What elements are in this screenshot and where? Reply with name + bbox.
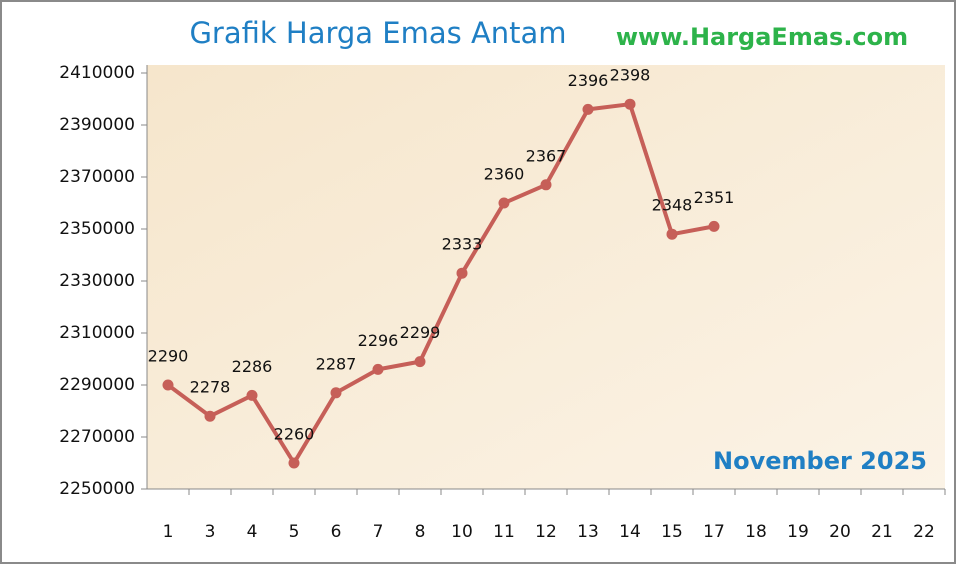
x-tick-label: 6 xyxy=(331,522,342,542)
x-tick-label: 3 xyxy=(205,522,216,542)
y-tick-label: 2270000 xyxy=(59,427,135,447)
x-tick-label: 21 xyxy=(871,522,893,542)
x-tick-label: 17 xyxy=(703,522,725,542)
marker xyxy=(456,267,468,279)
data-label: 2398 xyxy=(610,66,651,85)
chart-title: Grafik Harga Emas Antam xyxy=(189,16,566,50)
website: www.HargaEmas.com xyxy=(616,23,908,51)
x-tick-label: 12 xyxy=(535,522,557,542)
data-label: 2396 xyxy=(568,71,609,90)
y-tick-label: 2290000 xyxy=(59,375,135,395)
y-tick-label: 2310000 xyxy=(59,323,135,343)
x-tick-label: 4 xyxy=(247,522,258,542)
marker xyxy=(666,228,678,240)
marker xyxy=(498,197,510,209)
marker xyxy=(162,379,174,391)
y-tick-label: 2330000 xyxy=(59,271,135,291)
data-label: 2367 xyxy=(526,146,567,165)
x-tick-label: 20 xyxy=(829,522,851,542)
marker xyxy=(330,387,342,399)
data-label: 2351 xyxy=(694,188,735,207)
x-tick-label: 11 xyxy=(493,522,515,542)
x-tick-label: 15 xyxy=(661,522,683,542)
data-label: 2333 xyxy=(442,235,483,254)
data-label: 2360 xyxy=(484,165,525,184)
y-tick-label: 2370000 xyxy=(59,167,135,187)
data-label: 2286 xyxy=(232,357,273,376)
x-tick-label: 14 xyxy=(619,522,641,542)
y-tick-label: 2390000 xyxy=(59,115,135,135)
data-label: 2299 xyxy=(400,323,441,342)
plot-area xyxy=(147,65,945,489)
data-label: 2260 xyxy=(274,425,315,444)
x-tick-label: 8 xyxy=(415,522,426,542)
data-label: 2287 xyxy=(316,354,357,373)
marker xyxy=(204,410,216,422)
data-label: 2348 xyxy=(652,196,693,215)
marker xyxy=(540,179,552,191)
marker xyxy=(246,389,258,401)
y-tick-label: 2410000 xyxy=(59,63,135,83)
data-label: 2290 xyxy=(148,347,189,366)
marker xyxy=(372,363,384,375)
period-label: November 2025 xyxy=(713,447,927,475)
x-tick-label: 18 xyxy=(745,522,767,542)
x-tick-label: 13 xyxy=(577,522,599,542)
y-tick-label: 2250000 xyxy=(59,479,135,499)
x-tick-label: 1 xyxy=(163,522,174,542)
marker xyxy=(414,356,426,368)
data-label: 2278 xyxy=(190,378,231,397)
marker xyxy=(582,103,594,115)
x-tick-label: 10 xyxy=(451,522,473,542)
marker xyxy=(288,457,300,469)
x-tick-label: 19 xyxy=(787,522,809,542)
marker xyxy=(624,98,636,110)
x-tick-label: 22 xyxy=(913,522,935,542)
data-label: 2296 xyxy=(358,331,399,350)
line xyxy=(166,102,715,465)
marker xyxy=(708,220,720,232)
x-tick-label: 7 xyxy=(373,522,384,542)
x-tick-label: 5 xyxy=(289,522,300,542)
y-tick-label: 2350000 xyxy=(59,219,135,239)
